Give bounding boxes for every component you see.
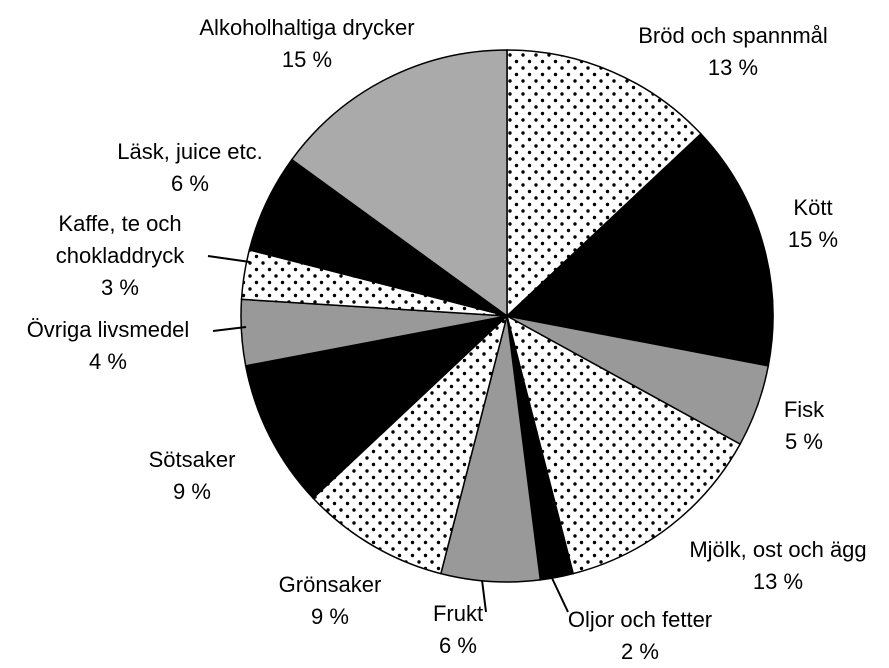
category-label: Kött <box>793 195 833 220</box>
slice-label: Mjölk, ost och ägg 13 % <box>689 534 866 598</box>
value-label: 13 % <box>707 55 759 80</box>
leader-line <box>207 255 251 263</box>
category-label: Oljor och fetter <box>567 607 713 632</box>
leader-line <box>212 326 247 332</box>
value-label: 5 % <box>785 429 823 454</box>
value-label: 13 % <box>752 569 804 594</box>
category-label: Alkoholhaltiga drycker <box>199 15 415 40</box>
value-label: 6 % <box>439 633 477 658</box>
slice-label: Alkoholhaltiga drycker 15 % <box>199 12 414 76</box>
value-label: 15 % <box>787 227 839 252</box>
category-label: Mjölk, ost och ägg <box>689 537 867 562</box>
value-label: 3 % <box>101 275 139 300</box>
slice-label: Frukt 6 % <box>433 598 483 662</box>
slice-label: Kaffe, te och chokladdryck 3 % <box>30 208 210 304</box>
category-label: Bröd och spannmål <box>638 23 828 48</box>
category-label: Frukt <box>432 601 484 626</box>
slice-label: Övriga livsmedel 4 % <box>27 314 190 378</box>
value-label: 4 % <box>89 349 127 374</box>
slice-label: Grönsaker 9 % <box>279 569 382 633</box>
value-label: 9 % <box>173 479 211 504</box>
category-label: Grönsaker <box>278 572 382 597</box>
leader-line <box>481 579 487 613</box>
category-label: Fisk <box>783 397 825 422</box>
slice-label: Läsk, juice etc. 6 % <box>117 136 263 200</box>
category-label: Övriga livsmedel <box>26 317 190 342</box>
slice-label: Bröd och spannmål 13 % <box>638 20 828 84</box>
slice-label: Oljor och fetter 2 % <box>568 604 712 668</box>
category-label: Kaffe, te och chokladdryck <box>55 211 185 268</box>
value-label: 6 % <box>171 171 209 196</box>
pie-slice <box>505 132 774 367</box>
leader-lines <box>207 255 569 613</box>
value-label: 15 % <box>281 47 333 72</box>
category-label: Sötsaker <box>148 447 236 472</box>
value-label: 9 % <box>311 604 349 629</box>
value-label: 2 % <box>621 639 659 664</box>
slice-label: Kött 15 % <box>788 192 838 256</box>
category-label: Läsk, juice etc. <box>117 139 263 164</box>
pie-slice <box>244 314 510 500</box>
slice-label: Fisk 5 % <box>784 394 824 458</box>
pie-slice <box>290 49 508 318</box>
leader-line <box>550 575 569 613</box>
slice-label: Sötsaker 9 % <box>149 444 236 508</box>
pie-slice <box>505 314 742 575</box>
pie-slice <box>506 49 702 318</box>
pie-slice <box>312 313 509 575</box>
